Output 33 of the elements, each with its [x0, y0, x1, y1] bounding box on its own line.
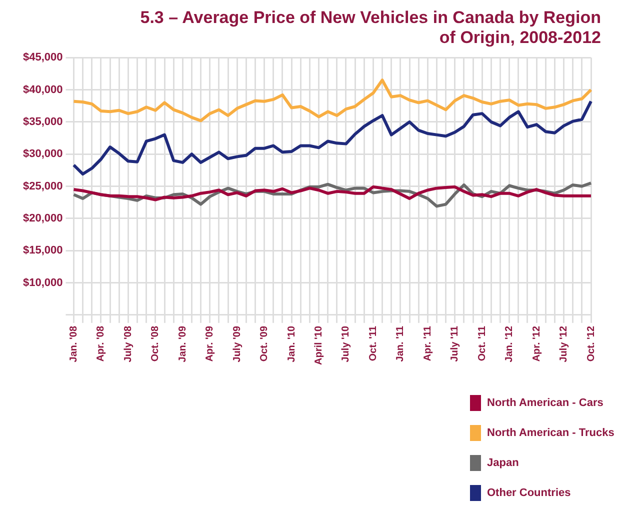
- x-tick-label: Jan. '09: [177, 326, 188, 362]
- y-tick-label: $35,000: [22, 116, 63, 128]
- x-tick-label: Apr. '12: [531, 326, 542, 362]
- x-tick-label: July '11: [450, 326, 461, 362]
- x-tick-label: Oct. '12: [586, 326, 597, 362]
- chart-title: 5.3 – Average Price of New Vehicles in Canada by Region of Origin, 2008-2012: [139, 8, 601, 48]
- x-tick-label: Apr. '09: [204, 326, 216, 362]
- x-tick-label: Oct. '08: [150, 326, 162, 362]
- y-tick-label: $40,000: [22, 84, 63, 96]
- x-tick-label: Apr. '08: [96, 326, 107, 362]
- x-tick-label: Jan. '12: [504, 326, 516, 362]
- x-tick-label: July '10: [340, 326, 352, 362]
- x-tick-label: July '08: [122, 326, 134, 362]
- legend-label: North American - Trucks: [487, 427, 614, 439]
- y-tick-label: $20,000: [22, 212, 63, 224]
- x-tick-label: Oct. '11: [476, 326, 488, 362]
- legend-label: Japan: [487, 457, 519, 469]
- x-tick-label: Jan. '08: [68, 326, 80, 362]
- y-tick-label: $30,000: [22, 148, 63, 160]
- x-tick-label: Oct. '09: [259, 326, 270, 362]
- x-tick-label: Apr. '11: [422, 326, 434, 362]
- x-tick-label: July '09: [232, 326, 243, 362]
- x-tick-label: Oct. '11: [368, 326, 379, 362]
- y-tick-label: $10,000: [22, 276, 63, 289]
- x-tick-label: Jan. '10: [286, 326, 298, 362]
- y-tick-label: $45,000: [22, 52, 63, 64]
- legend-label: North American - Cars: [487, 397, 604, 409]
- y-tick-label: $15,000: [22, 244, 63, 257]
- x-tick-label: April '10: [314, 326, 325, 366]
- x-tick-label: July '12: [558, 326, 570, 362]
- y-tick-label: $25,000: [22, 180, 63, 192]
- x-tick-label: Jan. '11: [395, 326, 406, 362]
- legend-label: Other Countries: [487, 487, 571, 499]
